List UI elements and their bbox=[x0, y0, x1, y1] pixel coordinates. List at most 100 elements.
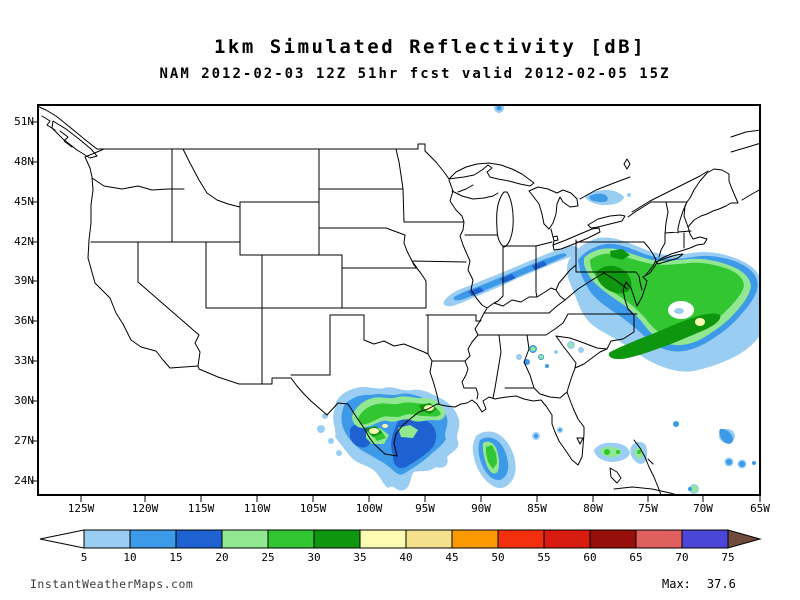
max-label: Max: bbox=[662, 577, 691, 591]
watermark-text: InstantWeatherMaps.com bbox=[30, 577, 194, 591]
colorbar-segments bbox=[83, 529, 729, 549]
colorbar-segment bbox=[313, 529, 361, 549]
lon-tick-label: 100W bbox=[355, 502, 383, 515]
reflectivity-cell-lvl1 bbox=[739, 461, 745, 467]
us-coastline bbox=[84, 148, 739, 466]
colorbar-segment bbox=[267, 529, 315, 549]
colorbar-segment bbox=[129, 529, 177, 549]
colorbar-tick-label: 40 bbox=[399, 551, 413, 564]
reflectivity-cell-lvl1 bbox=[545, 364, 549, 368]
colorbar-segment bbox=[359, 529, 407, 549]
colorbar-tick-label: 5 bbox=[80, 551, 88, 564]
reflectivity-cell-lvl1 bbox=[688, 487, 692, 491]
colorbar-segment bbox=[543, 529, 591, 549]
reflectivity-cell-lvl0 bbox=[317, 425, 325, 433]
reflectivity-cell-lvl5 bbox=[608, 313, 721, 360]
reflectivity-cell-lvl1 bbox=[558, 428, 562, 432]
lon-tick-label: 125W bbox=[67, 502, 95, 515]
page-subtitle: NAM 2012-02-03 12Z 51hr fcst valid 2012-… bbox=[159, 66, 671, 82]
reflectivity-cell-lvl0 bbox=[674, 308, 684, 314]
colorbar-segment bbox=[635, 529, 683, 549]
lat-tick-label: 45N bbox=[14, 195, 34, 208]
reflectivity-cell-lvl6 bbox=[382, 424, 388, 428]
reflectivity-cell-lvl0 bbox=[328, 438, 334, 444]
reflectivity-cell-lvl0 bbox=[516, 354, 522, 360]
reflectivity-cell-lvl6 bbox=[369, 428, 379, 434]
colorbar-tick-label: 15 bbox=[169, 551, 183, 564]
lon-tick-label: 110W bbox=[243, 502, 271, 515]
map-geography bbox=[38, 105, 760, 495]
axis-ticks bbox=[31, 121, 761, 502]
map-border bbox=[37, 104, 761, 496]
colorbar-tick-label: 70 bbox=[675, 551, 689, 564]
lat-tick-label: 24N bbox=[14, 474, 34, 487]
colorbar-segment bbox=[175, 529, 223, 549]
lon-tick-label: 95W bbox=[415, 502, 435, 515]
reflectivity-cell-lvl5 bbox=[610, 249, 630, 260]
reflectivity-cell-lvl1 bbox=[534, 434, 538, 438]
lon-tick-label: 115W bbox=[187, 502, 215, 515]
lon-tick-label: 65W bbox=[750, 502, 770, 515]
reflectivity-cell-lvl1 bbox=[524, 359, 530, 365]
reflectivity-cell-lvl4 bbox=[486, 445, 497, 469]
reflectivity-cell-lvl1 bbox=[673, 421, 679, 427]
reflectivity-cell-lvl3 bbox=[569, 343, 573, 347]
lon-tick-label: 85W bbox=[527, 502, 547, 515]
lon-tick-label: 105W bbox=[299, 502, 327, 515]
lon-tick-label: 75W bbox=[638, 502, 658, 515]
reflectivity-cell-lvl3 bbox=[600, 446, 622, 458]
colorbar-tick-label: 75 bbox=[721, 551, 735, 564]
islands-and-lakes-small bbox=[51, 120, 684, 495]
reflectivity-cell-lvl4 bbox=[604, 449, 610, 455]
reflectivity-cell-lvl0 bbox=[554, 350, 558, 354]
colorbar-tick-label: 45 bbox=[445, 551, 459, 564]
reflectivity-cell-lvl4 bbox=[616, 450, 620, 454]
reflectivity-cell-lvl0 bbox=[336, 450, 342, 456]
colorbar bbox=[39, 529, 762, 549]
colorbar-tick-label: 60 bbox=[583, 551, 597, 564]
canada-borders bbox=[38, 105, 760, 213]
great-lakes bbox=[448, 162, 626, 251]
colorbar-segment bbox=[497, 529, 545, 549]
colorbar-segment bbox=[451, 529, 499, 549]
lon-tick-label: 120W bbox=[131, 502, 159, 515]
lat-tick-label: 30N bbox=[14, 394, 34, 407]
lon-tick-label: 70W bbox=[693, 502, 713, 515]
reflectivity-cell-lvl3 bbox=[539, 355, 543, 359]
colorbar-segment bbox=[681, 529, 729, 549]
reflectivity-cell-lvl2 bbox=[468, 287, 484, 296]
reflectivity-cell-lvl1 bbox=[719, 428, 734, 444]
lat-tick-label: 36N bbox=[14, 314, 34, 327]
colorbar-tick-label: 35 bbox=[353, 551, 367, 564]
colorbar-left-arrow bbox=[39, 529, 85, 549]
reflectivity-cell-lvl1 bbox=[726, 459, 732, 465]
max-value: 37.6 bbox=[706, 577, 736, 591]
colorbar-tick-label: 50 bbox=[491, 551, 505, 564]
colorbar-tick-label: 55 bbox=[537, 551, 551, 564]
reflectivity-cell-lvl6 bbox=[695, 318, 705, 326]
colorbar-tick-label: 25 bbox=[261, 551, 275, 564]
reflectivity-cell-lvl1 bbox=[752, 461, 756, 465]
lon-tick-label: 80W bbox=[583, 502, 603, 515]
state-borders bbox=[90, 148, 692, 405]
colorbar-segment bbox=[221, 529, 269, 549]
lon-tick-label: 90W bbox=[471, 502, 491, 515]
colorbar-tick-label: 30 bbox=[307, 551, 321, 564]
reflectivity-cell-lvl1 bbox=[496, 105, 502, 111]
reflectivity-shading bbox=[317, 105, 760, 494]
reflectivity-cell-lvl5 bbox=[596, 265, 632, 294]
reflectivity-cell-lvl3 bbox=[690, 485, 698, 493]
lat-tick-label: 48N bbox=[14, 155, 34, 168]
colorbar-tick-label: 10 bbox=[123, 551, 137, 564]
reflectivity-cell-lvl3 bbox=[398, 425, 418, 438]
colorbar-segment bbox=[83, 529, 131, 549]
page-title: 1km Simulated Reflectivity [dB] bbox=[213, 36, 647, 58]
reflectivity-cell-lvl4 bbox=[637, 450, 641, 454]
reflectivity-cell-lvl0 bbox=[627, 193, 631, 197]
colorbar-right-arrow bbox=[727, 529, 762, 549]
lat-tick-label: 39N bbox=[14, 274, 34, 287]
max-value-readout: Max: 37.6 bbox=[662, 577, 736, 591]
colorbar-segment bbox=[589, 529, 637, 549]
